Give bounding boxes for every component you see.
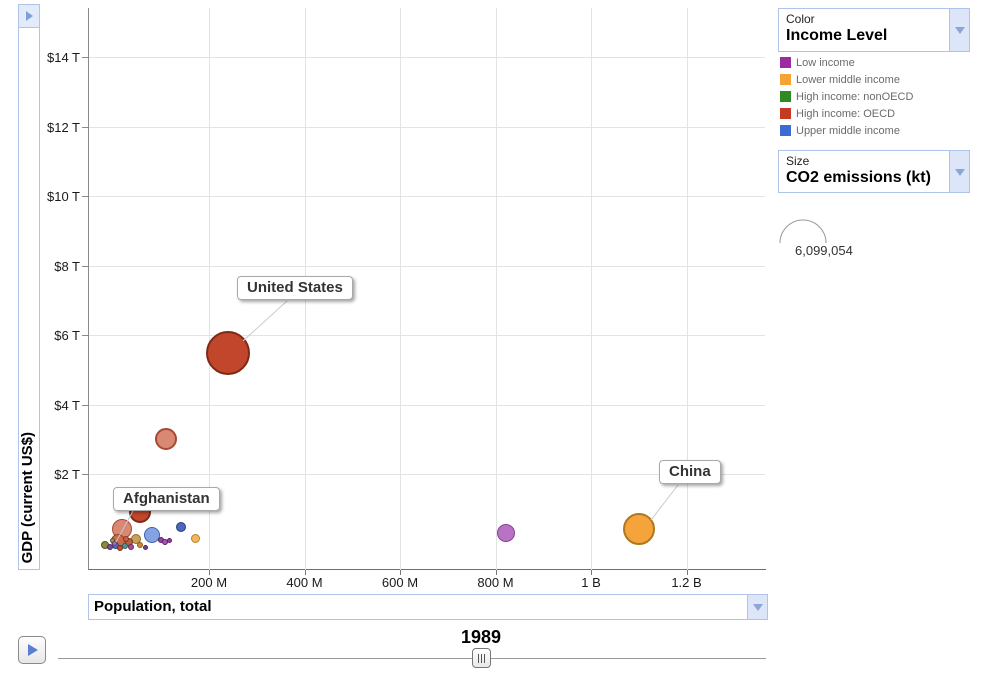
size-dropdown-arrow[interactable]: [949, 151, 969, 192]
y-tick-mark: [82, 335, 89, 336]
year-label: 1989: [460, 627, 502, 647]
play-icon: [28, 644, 38, 656]
y-tick-label: $14 T: [46, 50, 80, 65]
x-tick-label: 1.2 B: [671, 575, 702, 590]
color-dropdown-value: Income Level: [786, 27, 888, 44]
color-dropdown-arrow[interactable]: [949, 9, 969, 51]
x-tick-mark: [304, 570, 306, 575]
y-tick-mark: [82, 57, 89, 58]
x-axis-dropdown[interactable]: Population, total: [88, 594, 768, 620]
legend-item-label: Upper middle income: [796, 124, 900, 137]
y-tick-label: $4 T: [54, 397, 80, 413]
gridline-horizontal: [89, 335, 765, 336]
y-tick-mark: [82, 474, 89, 475]
bubble[interactable]: [497, 524, 515, 542]
legend-item[interactable]: High income: OECD: [780, 105, 913, 122]
gridline-vertical: [209, 8, 210, 570]
gridline-vertical: [400, 8, 401, 570]
x-tick-mark: [400, 570, 401, 575]
y-tick-mark: [82, 196, 89, 197]
chevron-down-icon: [954, 27, 965, 34]
y-tick-mark: [82, 404, 89, 406]
bubble[interactable]: [142, 544, 148, 550]
x-axis-dropdown-arrow[interactable]: [747, 595, 767, 619]
bubble[interactable]: [123, 536, 129, 542]
gridline-horizontal: [89, 126, 765, 128]
x-tick-label: 400 M: [286, 575, 323, 590]
plot-area: [88, 8, 766, 570]
y-axis-dropdown-button[interactable]: [18, 4, 40, 28]
size-dropdown[interactable]: Size CO2 emissions (kt): [778, 150, 970, 193]
country-label-afghanistan[interactable]: Afghanistan: [113, 487, 220, 511]
legend-color-swatch: [780, 108, 791, 119]
legend-item[interactable]: Upper middle income: [780, 122, 913, 139]
gridline-vertical: [495, 8, 497, 570]
x-tick-mark: [495, 570, 497, 575]
y-tick-label: $12 T: [46, 119, 80, 135]
gridline-horizontal: [89, 57, 765, 58]
legend-item[interactable]: High income: nonOECD: [780, 88, 913, 105]
bubble[interactable]: [166, 537, 172, 543]
legend-item-label: High income: nonOECD: [796, 90, 914, 103]
size-legend-arc: [779, 219, 827, 244]
bubble[interactable]: [176, 522, 186, 532]
legend-item-label: Lower middle income: [796, 73, 900, 86]
y-axis-selector[interactable]: GDP (current US$): [18, 4, 40, 570]
country-label-china[interactable]: China: [659, 460, 721, 484]
country-label-united-states[interactable]: United States: [237, 276, 353, 300]
x-tick-label: 200 M: [190, 575, 228, 590]
legend-item-label: High income: OECD: [796, 107, 896, 120]
legend-color-swatch: [780, 74, 791, 85]
y-tick-label: $6 T: [54, 328, 80, 343]
gridline-horizontal: [89, 265, 765, 267]
size-dropdown-caption: Size: [786, 154, 810, 168]
bubble[interactable]: [122, 543, 128, 549]
time-slider-track[interactable]: [58, 658, 766, 659]
legend-color-swatch: [780, 125, 791, 136]
gridline-vertical: [686, 8, 688, 570]
size-dropdown-value: CO2 emissions (kt): [786, 169, 931, 186]
legend-item-label: Low income: [796, 56, 855, 69]
bubble-afghanistan[interactable]: [111, 540, 117, 546]
size-legend-value: 6,099,054: [795, 243, 853, 258]
chevron-down-icon: [954, 168, 965, 176]
gridline-horizontal: [89, 404, 765, 406]
y-tick-mark: [82, 126, 89, 128]
income-level-legend: Low income Lower middle income High income…: [780, 54, 913, 139]
bubble[interactable]: [190, 533, 200, 543]
y-tick-label: $2 T: [54, 467, 80, 482]
chevron-right-icon: [26, 11, 33, 21]
legend-color-swatch: [780, 57, 791, 68]
x-axis-dropdown-value: Population, total: [94, 598, 212, 615]
bubble-united-states[interactable]: [206, 331, 250, 375]
x-tick-label: 800 M: [477, 575, 514, 590]
bubble[interactable]: [144, 527, 160, 543]
y-axis-label: GDP (current US$): [19, 431, 36, 563]
grip-icon: [478, 653, 479, 663]
x-tick-mark: [686, 570, 688, 575]
x-tick-label: 1 B: [581, 575, 601, 590]
play-button[interactable]: [18, 636, 46, 664]
gridline-horizontal: [89, 474, 765, 475]
x-tick-label: 600 M: [381, 575, 419, 590]
x-tick-mark: [209, 570, 210, 575]
y-tick-label: $10 T: [46, 189, 80, 204]
legend-item[interactable]: Low income: [780, 54, 913, 71]
legend-item[interactable]: Lower middle income: [780, 71, 913, 88]
color-dropdown[interactable]: Color Income Level: [778, 8, 970, 52]
chevron-down-icon: [752, 604, 763, 611]
gridline-horizontal: [89, 196, 765, 197]
legend-color-swatch: [780, 91, 791, 102]
bubble[interactable]: [155, 428, 177, 450]
color-dropdown-caption: Color: [786, 12, 815, 26]
gridline-vertical: [591, 8, 592, 570]
x-tick-mark: [591, 570, 592, 575]
y-tick-label: $8 T: [54, 258, 80, 274]
bubble-china[interactable]: [623, 513, 655, 545]
bubble[interactable]: [128, 544, 134, 550]
time-slider-handle[interactable]: [472, 648, 491, 668]
y-tick-mark: [82, 265, 89, 267]
